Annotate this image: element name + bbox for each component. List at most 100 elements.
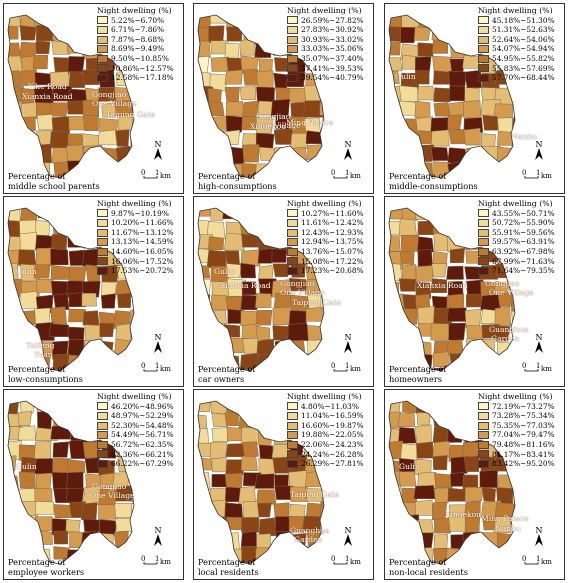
panel-caption: Percentage of homeowners (389, 364, 446, 384)
caption-line: Percentage of (8, 171, 66, 181)
map-cell (35, 40, 51, 55)
map-cell (66, 471, 84, 490)
map-cell (49, 131, 70, 148)
north-arrow-icon: N (151, 139, 165, 161)
map-cell (115, 548, 132, 564)
map-cell (256, 219, 277, 233)
map-cell (433, 534, 449, 549)
legend-swatch (287, 450, 298, 459)
map-cell (100, 352, 120, 367)
map-cell (389, 208, 405, 220)
legend-label: 81.17%~83.41% (492, 449, 555, 459)
map-cell (434, 473, 453, 489)
legend-item: 14.60%~16.05% (97, 247, 179, 257)
district-outline (388, 400, 516, 565)
map-cell (288, 562, 306, 564)
map-cell (198, 132, 214, 150)
map-cell (287, 87, 307, 103)
map-cell (271, 561, 288, 564)
legend-item: 54.49%~56.71% (97, 430, 179, 440)
map-cell (211, 457, 227, 473)
map-cell (479, 175, 498, 178)
north-arrow-icon: N (341, 525, 355, 547)
map-cell (415, 265, 433, 282)
place-label: Gongjiao (92, 482, 127, 491)
map-cell (225, 459, 246, 476)
map-cell (198, 309, 212, 326)
map-cell (256, 401, 273, 411)
map-cell (8, 15, 21, 27)
map-cell (101, 102, 116, 118)
map-cell (66, 401, 83, 414)
map-cell (53, 411, 72, 428)
north-label: N (345, 140, 352, 149)
district-outline (7, 14, 135, 179)
map-cell (256, 353, 275, 370)
legend: Night dwelling (%) 72.19%~73.27% 73.28%~75… (478, 392, 560, 469)
map-cell (19, 232, 37, 251)
legend-swatch (478, 411, 489, 420)
legend-item: 72.19%~73.27% (478, 402, 560, 412)
map-cell (493, 160, 512, 178)
map-cell (198, 324, 215, 343)
map-cell (129, 279, 134, 298)
legend-label: 56.72%~62.35% (111, 439, 174, 449)
map-cell (100, 293, 116, 309)
map-cell (290, 161, 311, 176)
legend-swatch (97, 450, 108, 459)
legend-item: 30.93%~33.02% (287, 35, 369, 45)
scale-unit: km (350, 172, 361, 179)
map-cell (320, 295, 324, 310)
map-cell (198, 293, 211, 310)
legend-title: Night dwelling (%) (97, 199, 172, 208)
map-cell (66, 459, 86, 473)
map-cell (240, 401, 256, 411)
map-cell (400, 308, 419, 325)
place-label: Guanghua (489, 325, 529, 334)
legend-item: 12.58%~17.18% (97, 73, 179, 83)
map-cell (82, 369, 99, 371)
place-label: Garden (294, 535, 323, 544)
scale-one: 1 (536, 362, 540, 370)
place-label: One Village (92, 99, 137, 108)
place-label: Gulin (395, 72, 416, 81)
scale-unit: km (541, 172, 552, 179)
legend-title: Night dwelling (%) (478, 6, 553, 15)
map-cell (321, 370, 324, 371)
map-cell (66, 39, 82, 54)
place-label: Gulin (399, 462, 420, 471)
map-cell (389, 340, 404, 357)
map-cell (67, 56, 85, 73)
map-cell (131, 487, 134, 502)
place-label: Nanhu (495, 524, 521, 533)
legend-label: 11.61%~12.42% (301, 218, 364, 228)
scale-zero: 0 (522, 555, 526, 563)
map-cell (274, 339, 292, 358)
map-cell (198, 101, 209, 118)
map-panel: Night dwelling (%) 43.55%~50.71% 50.72%~55… (384, 196, 565, 387)
north-label: N (155, 140, 162, 149)
map-cell (132, 516, 134, 536)
map-cell (33, 441, 52, 460)
legend-label: 75.35%~77.03% (492, 420, 555, 430)
map-cell (53, 57, 71, 75)
legend-swatch (478, 54, 489, 63)
map-cell (131, 370, 134, 371)
legend-title: Night dwelling (%) (478, 199, 553, 208)
place-label: Taifeng (26, 341, 55, 350)
legend-label: 72.19%~73.27% (492, 401, 555, 411)
map-cell (418, 532, 434, 549)
legend-item: 13.13%~14.59% (97, 237, 179, 247)
scale-unit: km (160, 172, 171, 179)
legend-swatch (287, 73, 298, 82)
map-cell (289, 486, 308, 502)
map-panel: Night dwelling (%) 72.19%~73.27% 73.28%~75… (384, 389, 565, 580)
map-cell (447, 24, 467, 44)
legend-label: 17.23%~20.68% (301, 266, 364, 276)
map-cell (305, 306, 324, 322)
map-cell (8, 24, 19, 40)
map-cell (389, 101, 398, 119)
map-cell (8, 337, 18, 354)
choropleth-map (7, 400, 135, 565)
map-cell (446, 307, 469, 322)
